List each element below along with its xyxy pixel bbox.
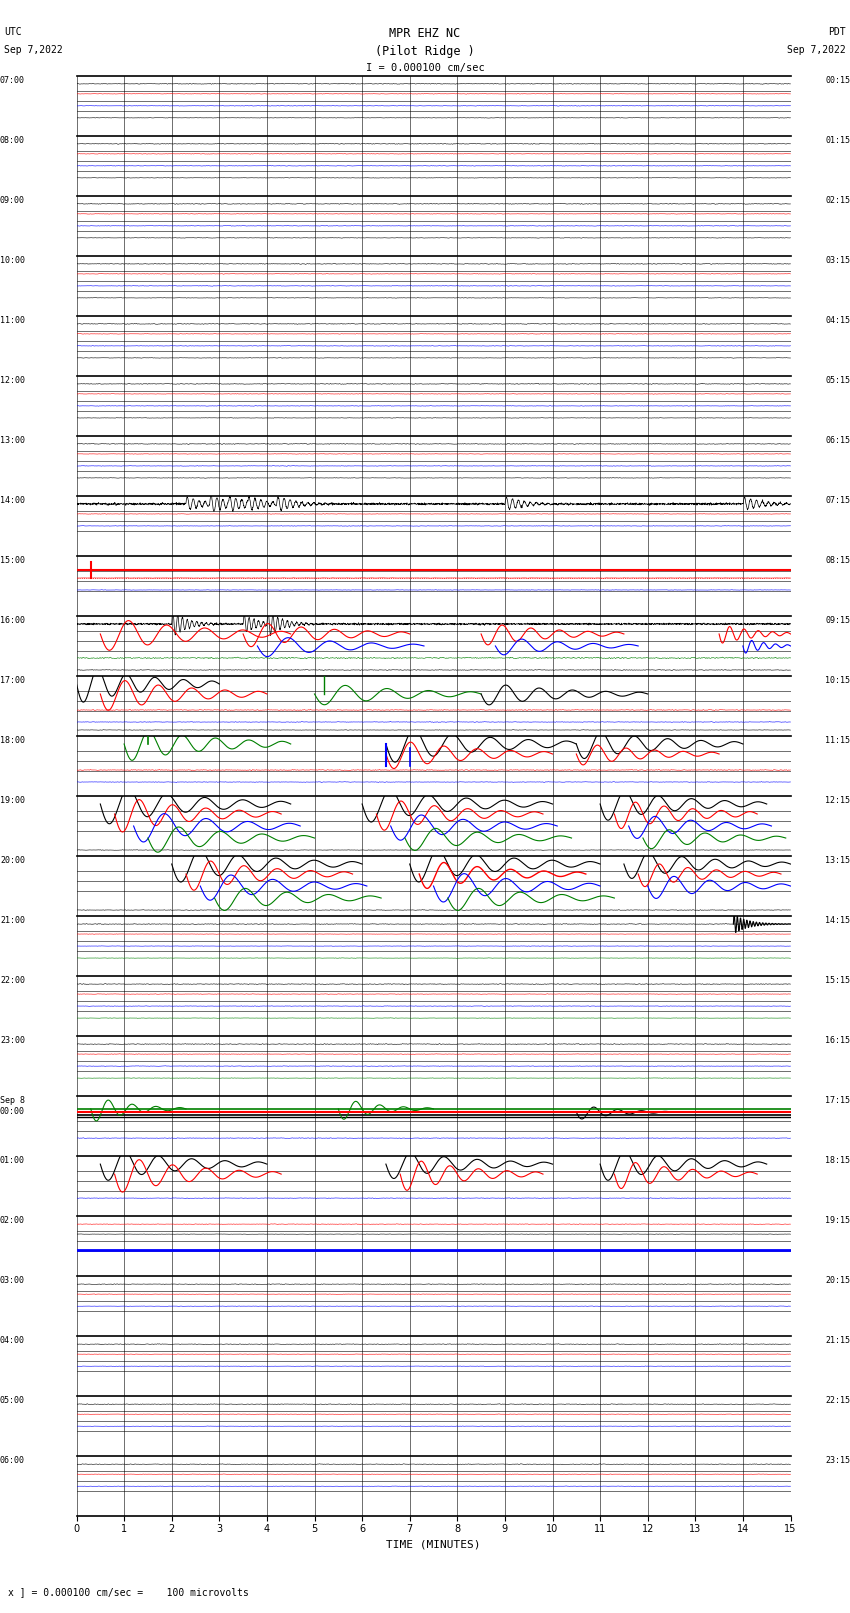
Text: 16:15: 16:15 — [825, 1036, 850, 1045]
Text: UTC: UTC — [4, 27, 22, 37]
Text: 08:15: 08:15 — [825, 556, 850, 565]
Text: 12:00: 12:00 — [0, 376, 25, 386]
Text: 02:15: 02:15 — [825, 195, 850, 205]
Text: 01:15: 01:15 — [825, 135, 850, 145]
Text: 04:15: 04:15 — [825, 316, 850, 324]
Text: 02:00: 02:00 — [0, 1216, 25, 1226]
Text: 15:15: 15:15 — [825, 976, 850, 986]
Text: 10:15: 10:15 — [825, 676, 850, 686]
Text: 19:15: 19:15 — [825, 1216, 850, 1226]
Text: 14:00: 14:00 — [0, 495, 25, 505]
Text: 16:00: 16:00 — [0, 616, 25, 624]
Text: 17:15: 17:15 — [825, 1097, 850, 1105]
Text: x ] = 0.000100 cm/sec =    100 microvolts: x ] = 0.000100 cm/sec = 100 microvolts — [8, 1587, 249, 1597]
Text: PDT: PDT — [828, 27, 846, 37]
Text: 09:15: 09:15 — [825, 616, 850, 624]
Text: 18:00: 18:00 — [0, 736, 25, 745]
Text: 21:00: 21:00 — [0, 916, 25, 924]
Text: 20:00: 20:00 — [0, 857, 25, 865]
Text: 23:00: 23:00 — [0, 1036, 25, 1045]
Text: 00:15: 00:15 — [825, 76, 850, 85]
Text: 17:00: 17:00 — [0, 676, 25, 686]
Text: 14:15: 14:15 — [825, 916, 850, 924]
Text: (Pilot Ridge ): (Pilot Ridge ) — [375, 45, 475, 58]
Text: 06:15: 06:15 — [825, 436, 850, 445]
Text: Sep 7,2022: Sep 7,2022 — [787, 45, 846, 55]
Text: 05:00: 05:00 — [0, 1397, 25, 1405]
Text: 03:15: 03:15 — [825, 256, 850, 265]
X-axis label: TIME (MINUTES): TIME (MINUTES) — [386, 1539, 481, 1550]
Text: Sep 8
00:00: Sep 8 00:00 — [0, 1097, 25, 1116]
Text: Sep 7,2022: Sep 7,2022 — [4, 45, 63, 55]
Text: 06:00: 06:00 — [0, 1457, 25, 1465]
Text: 15:00: 15:00 — [0, 556, 25, 565]
Text: 04:00: 04:00 — [0, 1336, 25, 1345]
Text: 11:15: 11:15 — [825, 736, 850, 745]
Text: 07:00: 07:00 — [0, 76, 25, 85]
Text: 18:15: 18:15 — [825, 1157, 850, 1165]
Text: 08:00: 08:00 — [0, 135, 25, 145]
Text: 09:00: 09:00 — [0, 195, 25, 205]
Text: 05:15: 05:15 — [825, 376, 850, 386]
Text: 13:15: 13:15 — [825, 857, 850, 865]
Text: 07:15: 07:15 — [825, 495, 850, 505]
Text: 03:00: 03:00 — [0, 1276, 25, 1286]
Text: I = 0.000100 cm/sec: I = 0.000100 cm/sec — [366, 63, 484, 73]
Text: MPR EHZ NC: MPR EHZ NC — [389, 27, 461, 40]
Text: 19:00: 19:00 — [0, 797, 25, 805]
Text: 22:00: 22:00 — [0, 976, 25, 986]
Text: 10:00: 10:00 — [0, 256, 25, 265]
Text: 20:15: 20:15 — [825, 1276, 850, 1286]
Text: 12:15: 12:15 — [825, 797, 850, 805]
Text: 21:15: 21:15 — [825, 1336, 850, 1345]
Text: 23:15: 23:15 — [825, 1457, 850, 1465]
Text: 22:15: 22:15 — [825, 1397, 850, 1405]
Text: 11:00: 11:00 — [0, 316, 25, 324]
Text: 13:00: 13:00 — [0, 436, 25, 445]
Text: 01:00: 01:00 — [0, 1157, 25, 1165]
